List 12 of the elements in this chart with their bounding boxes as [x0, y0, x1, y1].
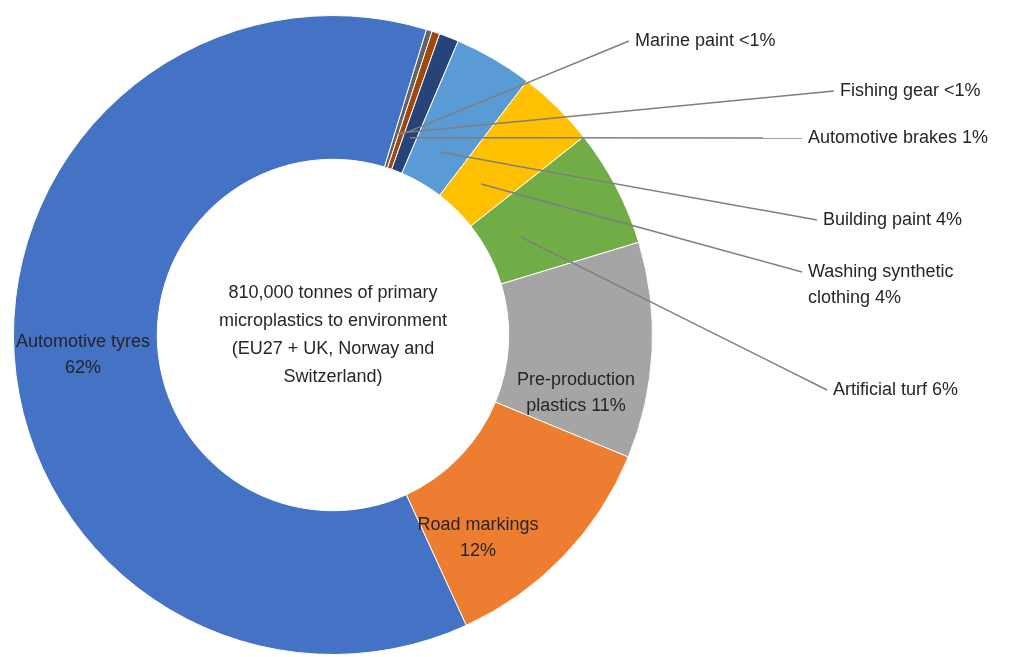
slice-label: Building paint 4%	[823, 208, 963, 229]
slice-label: Fishing gear <1%	[840, 79, 981, 100]
slice-label: Artificial turf 6%	[833, 378, 959, 399]
slice-label: Marine paint <1%	[635, 29, 776, 50]
slice-label: Automotive brakes 1%	[808, 126, 989, 147]
data-label: 12%	[459, 539, 497, 560]
data-label: 62%	[64, 356, 102, 377]
slice-label: Road markings	[417, 513, 539, 534]
slice-label: Automotive tyres	[15, 330, 151, 351]
slice-label: Pre-production plastics 11%	[516, 368, 636, 415]
text: 810,000 tonnes of primary microplastics to environment (EU27 + UK, Norway and Switzerland)	[218, 281, 448, 386]
slice-label: Washing synthetic clothing 4%	[808, 260, 954, 307]
